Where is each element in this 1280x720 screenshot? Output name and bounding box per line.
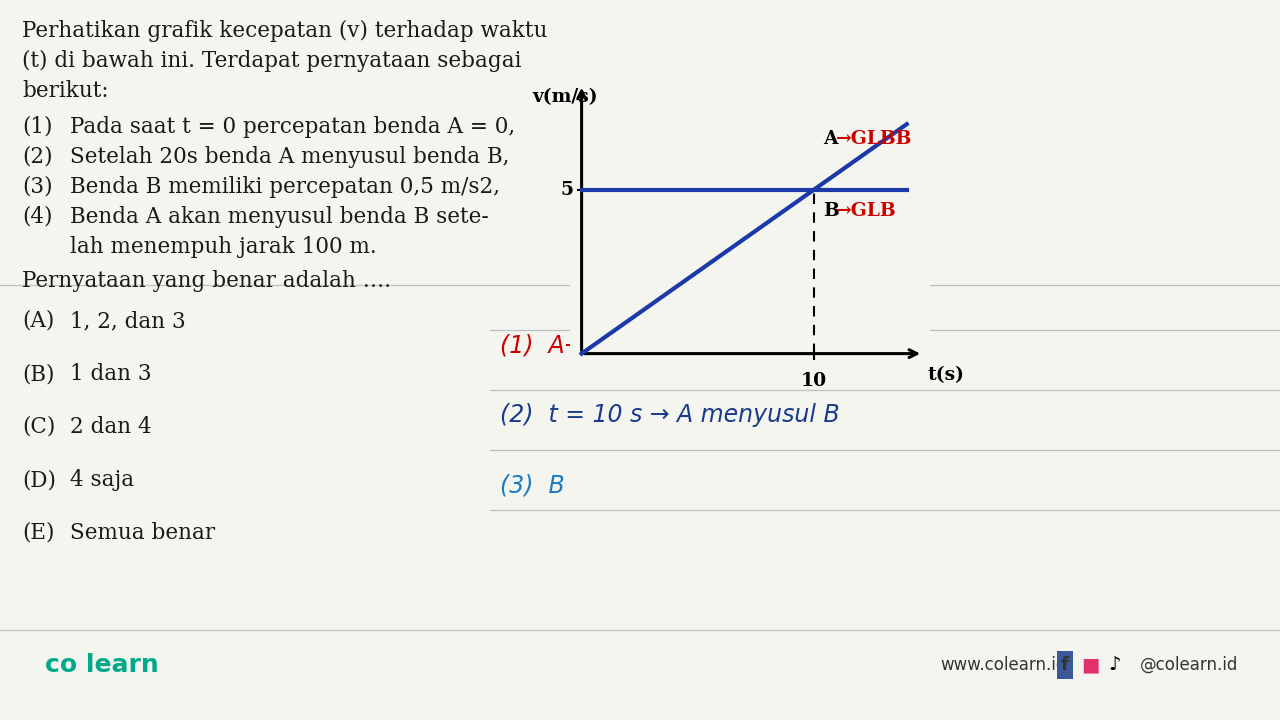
Text: (C): (C)	[22, 416, 55, 438]
Text: ♪: ♪	[1108, 655, 1121, 675]
Text: (2)  t = 10 s → A menyusul B: (2) t = 10 s → A menyusul B	[500, 403, 840, 427]
Text: www.colearn.id: www.colearn.id	[940, 656, 1066, 674]
Text: 5: 5	[561, 181, 573, 199]
Text: Pernyataan yang benar adalah ….: Pernyataan yang benar adalah ….	[22, 270, 390, 292]
Text: f: f	[1061, 656, 1069, 674]
Text: (A): (A)	[22, 310, 54, 332]
Text: Perhatikan grafik kecepatan (v) terhadap waktu: Perhatikan grafik kecepatan (v) terhadap…	[22, 20, 548, 42]
Text: →GLB: →GLB	[836, 202, 896, 220]
Text: 1, 2, dan 3: 1, 2, dan 3	[70, 310, 186, 332]
Text: (E): (E)	[22, 522, 55, 544]
Text: lah menempuh jarak 100 m.: lah menempuh jarak 100 m.	[70, 236, 376, 258]
Text: (1): (1)	[22, 116, 52, 138]
Text: (3): (3)	[22, 176, 52, 198]
Text: 4 saja: 4 saja	[70, 469, 134, 491]
Text: Benda B memiliki percepatan 0,5 m/s2,: Benda B memiliki percepatan 0,5 m/s2,	[70, 176, 500, 198]
Text: A: A	[823, 130, 837, 148]
Text: (D): (D)	[22, 469, 56, 491]
Text: (4): (4)	[22, 206, 52, 228]
Text: (3)  B: (3) B	[500, 473, 564, 497]
Text: Pada saat t = 0 percepatan benda A = 0,: Pada saat t = 0 percepatan benda A = 0,	[70, 116, 515, 138]
Text: ■: ■	[1080, 655, 1100, 675]
Text: (t) di bawah ini. Terdapat pernyataan sebagai: (t) di bawah ini. Terdapat pernyataan se…	[22, 50, 521, 72]
Text: (B): (B)	[22, 363, 55, 385]
Text: v(m/s): v(m/s)	[532, 88, 598, 106]
Text: Setelah 20s benda A menyusul benda B,: Setelah 20s benda A menyusul benda B,	[70, 146, 509, 168]
Text: →GLBB: →GLBB	[836, 130, 913, 148]
Text: 2 dan 4: 2 dan 4	[70, 416, 151, 438]
Text: t(s): t(s)	[928, 366, 965, 384]
Text: (2): (2)	[22, 146, 52, 168]
Text: Semua benar: Semua benar	[70, 522, 215, 544]
Text: @colearn.id: @colearn.id	[1140, 656, 1238, 674]
Text: (1)  A→GLBB → a≠0 m/s²: (1) A→GLBB → a≠0 m/s²	[500, 333, 792, 357]
Text: 1 dan 3: 1 dan 3	[70, 363, 151, 385]
Text: co learn: co learn	[45, 653, 159, 677]
Text: berikut:: berikut:	[22, 80, 109, 102]
Text: 10: 10	[801, 372, 827, 390]
Text: B: B	[823, 202, 838, 220]
Text: Benda A akan menyusul benda B sete-: Benda A akan menyusul benda B sete-	[70, 206, 489, 228]
